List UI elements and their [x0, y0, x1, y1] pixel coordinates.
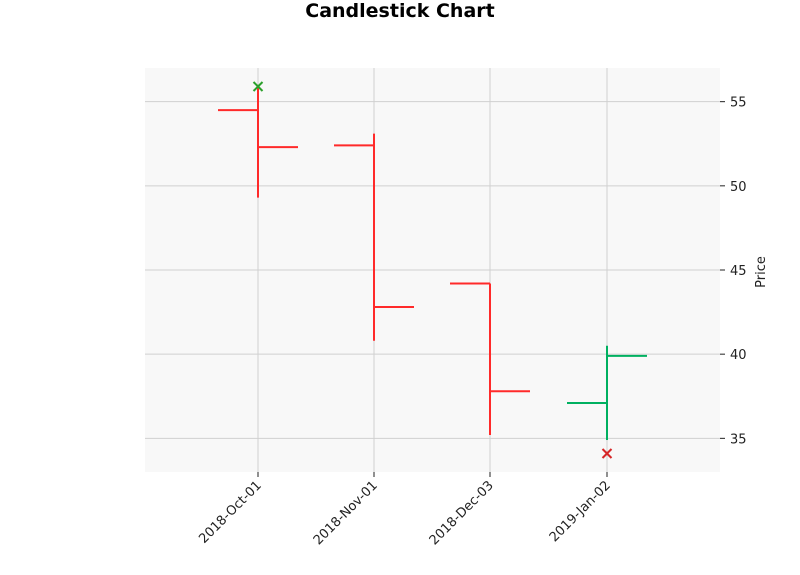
x-marker-stroke	[252, 81, 264, 92]
y-tick-label: 55	[730, 96, 747, 111]
x-tick-label: 2018-Dec-03	[427, 478, 497, 548]
markers	[252, 81, 613, 459]
y-axis: 35 40 45 50 55	[720, 96, 747, 447]
x-tick-label: 2018-Nov-01	[311, 478, 381, 548]
x-marker	[252, 81, 264, 92]
y-axis-label: Price	[754, 256, 769, 288]
x-marker	[601, 448, 613, 459]
x-tick-label: 2018-Oct-01	[196, 478, 264, 546]
grid-lines	[145, 68, 720, 472]
y-tick-label: 45	[730, 264, 747, 279]
chart-title: Candlestick Chart	[305, 0, 494, 22]
ohlc-bars	[218, 86, 647, 441]
x-marker-stroke	[601, 448, 613, 459]
ohlc-bar	[334, 133, 414, 341]
y-tick-label: 50	[730, 180, 747, 195]
y-tick-label: 35	[730, 432, 747, 447]
y-tick-label: 40	[730, 348, 747, 363]
x-axis: 2018-Oct-01 2018-Nov-01 2018-Dec-03 2019-Ja…	[196, 472, 614, 548]
ohlc-bar	[567, 345, 647, 441]
x-tick-label: 2019-Jan-02	[547, 478, 614, 545]
ohlc-bar	[218, 86, 298, 198]
ohlc-bar	[450, 282, 530, 435]
